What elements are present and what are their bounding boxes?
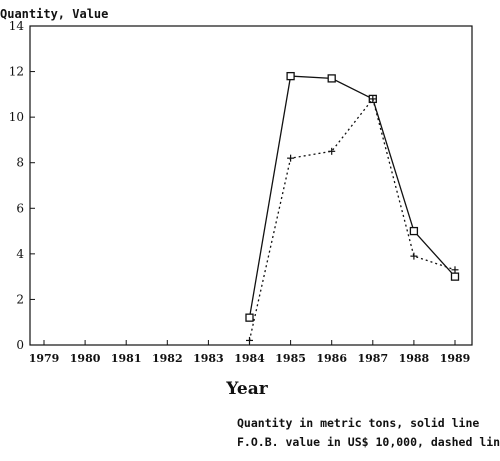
y-tick-label: 12 <box>9 65 24 79</box>
x-tick-label: 1987 <box>357 352 388 365</box>
data-point-square <box>409 226 419 236</box>
series-line-1 <box>248 97 456 341</box>
series-line-0 <box>248 75 456 318</box>
data-point-square <box>245 313 254 322</box>
data-point-square <box>327 74 336 83</box>
y-axis-ticks: 0 2 4 6 8 10 12 14 <box>9 19 35 352</box>
x-tick-label: 1981 <box>111 352 142 365</box>
x-tick-label: 1989 <box>440 352 471 365</box>
y-tick-label: 8 <box>16 156 24 170</box>
y-tick-label: 0 <box>16 338 24 352</box>
data-point-plus <box>287 154 295 162</box>
y-tick-label: 14 <box>9 19 25 33</box>
x-axis-title: Year <box>225 379 268 399</box>
data-point-plus <box>246 336 253 344</box>
y-tick-label: 2 <box>16 292 24 306</box>
data-point-plus <box>451 266 459 274</box>
x-tick-label: 1986 <box>316 352 347 365</box>
x-tick-label: 1979 <box>29 352 60 365</box>
data-point-square <box>450 272 460 281</box>
data-point-square <box>286 71 295 81</box>
x-tick-label: 1983 <box>193 352 224 365</box>
data-point-plus <box>328 147 336 155</box>
x-tick-label: 1982 <box>152 352 183 365</box>
legend-note-quantity: Quantity in metric tons, solid line <box>237 416 479 430</box>
x-tick-label: 1984 <box>234 352 265 365</box>
plot-frame <box>29 25 473 346</box>
x-tick-label: 1980 <box>70 352 101 365</box>
data-point-plus <box>410 252 418 260</box>
y-tick-label: 6 <box>16 201 24 215</box>
legend-note-value: F.O.B. value in US$ 10,000, dashed line <box>237 435 500 449</box>
data-point-plus <box>369 95 377 103</box>
x-tick-label: 1985 <box>275 352 306 365</box>
y-tick-label: 10 <box>9 110 24 124</box>
y-tick-label: 4 <box>16 247 24 261</box>
x-axis-ticks: 1979 1980 1981 1982 1983 1984 1985 1986 1987 1988… <box>29 340 471 365</box>
x-tick-label: 1988 <box>399 352 430 365</box>
series-layer <box>245 71 460 344</box>
y-axis-title: Quantity, Value <box>0 7 108 21</box>
